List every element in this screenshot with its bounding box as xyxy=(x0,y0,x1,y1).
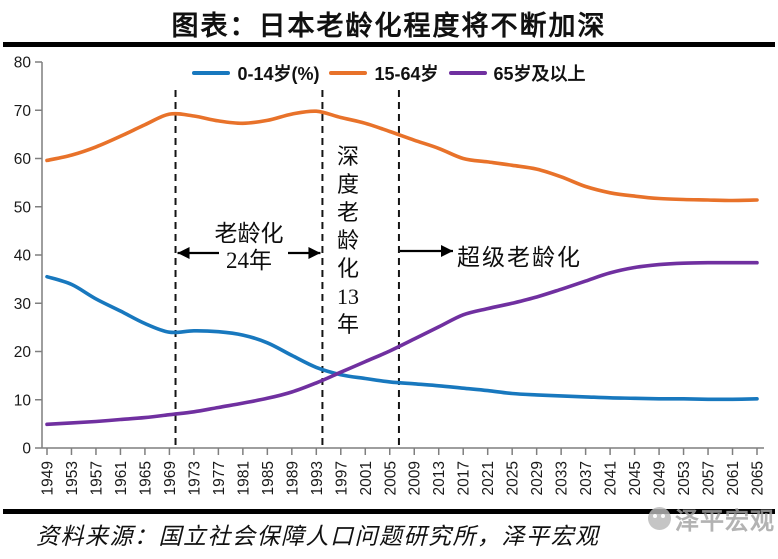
y-tick-label: 10 xyxy=(14,392,32,409)
y-tick-label: 70 xyxy=(14,103,32,120)
watermark-logo-icon xyxy=(648,507,671,530)
legend-item-65plus: 65岁及以上 xyxy=(448,60,586,86)
deep-aging-char: 年 xyxy=(336,312,359,337)
legend-label-65plus: 65岁及以上 xyxy=(493,64,586,84)
legend-line-swatch-orange xyxy=(329,71,368,75)
y-tick-label: 80 xyxy=(14,55,32,72)
x-tick-label: 1957 xyxy=(88,461,105,495)
legend-label-15-64: 15-64岁 xyxy=(374,64,439,84)
x-tick-label: 2045 xyxy=(627,461,644,495)
series-line-65岁及以上 xyxy=(45,260,759,427)
x-tick-label: 1973 xyxy=(186,461,203,495)
x-tick-label: 1993 xyxy=(309,461,326,495)
chart-legend: 0-14岁(%) 15-64岁 65岁及以上 xyxy=(0,60,778,86)
x-tick-label: 2053 xyxy=(676,461,693,495)
x-tick-label: 1989 xyxy=(284,461,301,495)
x-tick-label: 2005 xyxy=(382,461,399,495)
y-tick-label: 60 xyxy=(14,151,32,168)
x-tick-label: 1981 xyxy=(235,461,252,495)
legend-line-swatch-blue xyxy=(192,71,231,75)
x-tick-label: 2017 xyxy=(456,461,473,495)
watermark-logo-eye xyxy=(653,514,657,518)
x-tick-label: 2013 xyxy=(431,461,448,495)
x-tick-label: 2025 xyxy=(505,461,522,495)
legend-item-0-14: 0-14岁(%) xyxy=(192,60,319,86)
y-tick-label: 20 xyxy=(14,344,32,361)
x-tick-label: 1977 xyxy=(211,461,228,495)
annotation-super-aging: 超级老龄化 xyxy=(457,245,582,270)
series-line-0-14岁(%) xyxy=(45,274,759,402)
x-tick-label: 1969 xyxy=(162,461,179,495)
y-tick-label: 50 xyxy=(14,199,32,216)
y-tick-label: 40 xyxy=(14,248,32,265)
x-tick-label: 2021 xyxy=(480,461,497,495)
watermark-logo-eye xyxy=(661,514,665,518)
annotation-aging-line2: 24年 xyxy=(226,248,272,273)
x-tick-label: 2001 xyxy=(358,461,375,495)
x-tick-label: 2061 xyxy=(725,461,742,495)
x-tick-label: 2009 xyxy=(407,461,424,495)
annotation-aging-24-years: 老龄化 24年 xyxy=(189,220,309,274)
page-title: 图表：日本老龄化程度将不断加深 xyxy=(171,11,607,41)
x-tick-label: 1953 xyxy=(64,461,81,495)
deep-aging-char: 龄 xyxy=(336,228,359,253)
source-text: 资料来源：国立社会保障人口问题研究所，泽平宏观 xyxy=(36,524,600,549)
series-line-15-64岁 xyxy=(45,109,759,203)
annotation-deep-aging-13-years: 深 度 老 龄 化 13 年 xyxy=(332,143,364,339)
x-tick-label: 1985 xyxy=(260,461,277,495)
x-tick-label: 2037 xyxy=(578,461,595,495)
watermark-text: 泽平宏观 xyxy=(675,508,775,535)
x-tick-label: 2041 xyxy=(603,461,620,495)
deep-aging-char: 度 xyxy=(336,172,359,197)
line-chart: 0 10 20 30 40 50 60 70 80 1949 1953 1957 1961 1965 196… xyxy=(14,55,767,496)
deep-aging-char: 深 xyxy=(336,144,359,169)
deep-aging-char: 老 xyxy=(336,200,359,225)
legend-item-15-64: 15-64岁 xyxy=(329,60,439,86)
deep-aging-char: 13 xyxy=(337,284,359,309)
x-tick-label: 1965 xyxy=(137,461,154,495)
top-divider-bar xyxy=(3,42,775,47)
x-tick-label: 1961 xyxy=(113,461,130,495)
annotation-aging-line1: 老龄化 xyxy=(214,221,284,246)
annotation-arrow-head xyxy=(177,247,190,259)
x-tick-label: 2057 xyxy=(701,461,718,495)
x-tick-label: 1997 xyxy=(333,461,350,495)
legend-label-0-14: 0-14岁(%) xyxy=(237,64,320,84)
y-tick-label: 0 xyxy=(22,441,31,458)
x-tick-label: 2033 xyxy=(554,461,571,495)
legend-line-swatch-purple xyxy=(448,71,487,75)
bottom-divider-bar xyxy=(3,509,775,514)
annotation-arrow-head xyxy=(441,245,453,257)
x-tick-label: 2049 xyxy=(652,461,669,495)
x-tick-label: 1949 xyxy=(40,461,57,495)
deep-aging-char: 化 xyxy=(336,256,359,281)
y-tick-label: 30 xyxy=(14,296,32,313)
x-tick-label: 2029 xyxy=(529,461,546,495)
x-tick-label: 2065 xyxy=(750,461,767,495)
annotation-arrow-head xyxy=(308,247,321,259)
watermark: 泽平宏观 xyxy=(648,501,775,536)
